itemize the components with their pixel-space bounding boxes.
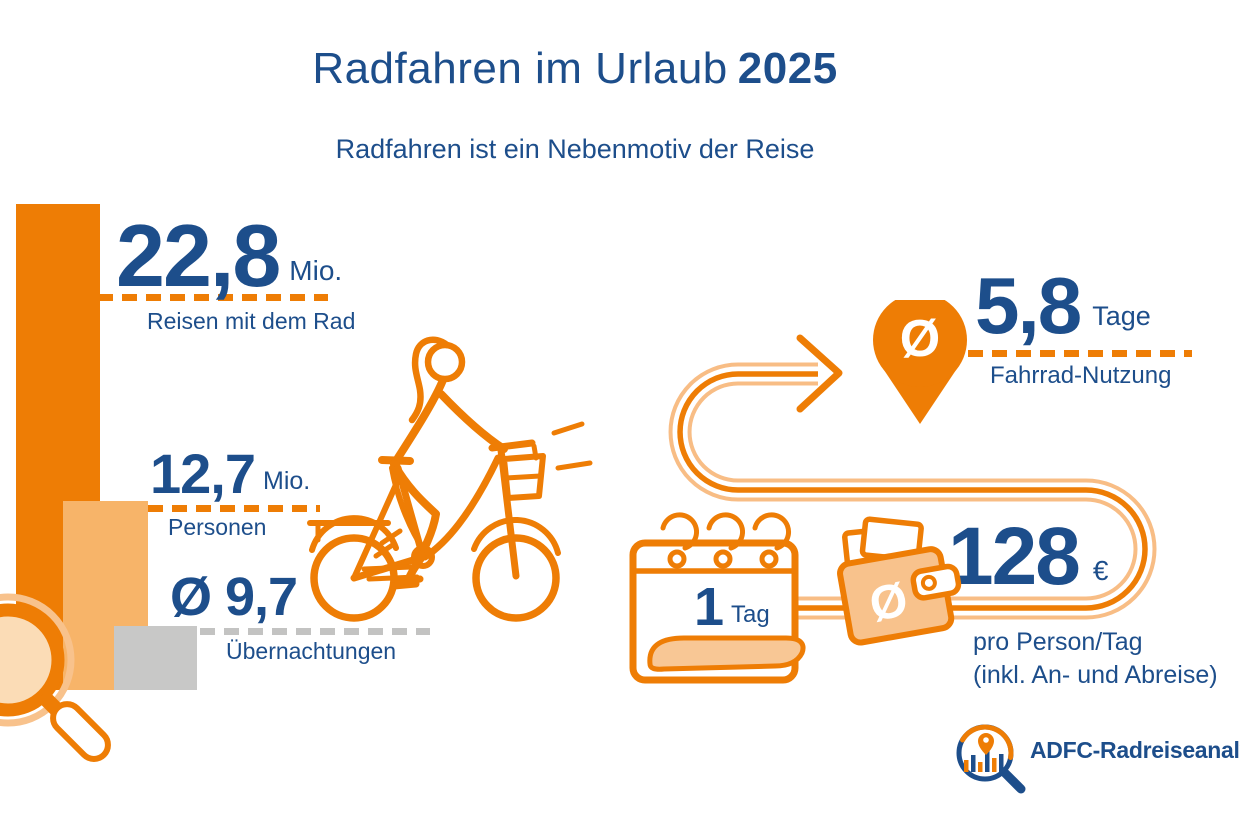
stat-kosten-unit: € (1092, 555, 1109, 586)
stat-reisen-value: 22,8 Mio. (116, 206, 343, 305)
magnifier-icon (0, 593, 111, 762)
calendar-icon (629, 512, 806, 684)
stat-personen-label: Personen (168, 514, 267, 540)
logo-magnifier-icon (956, 724, 1026, 794)
cyclist-icon (307, 336, 593, 622)
stat-personen-value: 12,7 Mio. (150, 442, 311, 505)
wallet-icon: Ø (837, 516, 962, 646)
stat-fahrradnutzung-label: Fahrrad-Nutzung (990, 362, 1172, 389)
average-symbol: Ø (900, 310, 940, 368)
route-path-icon: Ø (668, 300, 1157, 620)
title-year: 2025 (737, 44, 838, 93)
stat-tag-unit: Tag (731, 601, 770, 628)
stat-kosten-label-line1: pro Person/Tag (973, 628, 1143, 656)
stat-kosten-value: 128 € (948, 511, 1109, 602)
subtitle: Radfahren ist ein Nebenmotiv der Reise (335, 134, 815, 164)
stat-kosten-label: pro Person/Tag (inkl. An- und Abreise) (973, 626, 1218, 691)
stat-reisen-unit: Mio. (289, 255, 343, 286)
stat-fahrradnutzung-value: 5,8 Tage (975, 261, 1151, 350)
stat-fahrradnutzung-unit: Tage (1092, 301, 1151, 331)
dashed-rule-uebernachtungen (200, 628, 430, 635)
dashed-rule-reisen (98, 294, 328, 301)
stat-uebernachtungen-value: Ø 9,7 (170, 567, 298, 627)
stat-uebernachtungen-label: Übernachtungen (226, 638, 397, 664)
header: Radfahren im Urlaub 2025 Radfahren ist ei… (0, 44, 1150, 165)
dashed-rule-fahrradnutzung (968, 350, 1192, 357)
logo-wordmark: ADFC-Radreiseanalyse (1030, 737, 1240, 763)
title-text: Radfahren im Urlaub (312, 44, 728, 93)
stat-kosten-label-line2: (inkl. An- und Abreise) (973, 660, 1218, 689)
dashed-rule-personen (148, 505, 320, 512)
average-symbol: Ø (866, 573, 912, 632)
stat-tag-value: 1 Tag (694, 577, 770, 637)
bar-uebernachtungen (114, 626, 197, 690)
location-pin-icon: Ø (873, 300, 967, 424)
stat-personen-unit: Mio. (263, 467, 311, 495)
page-title: Radfahren im Urlaub 2025 (0, 44, 1150, 94)
arrow-icon (796, 334, 843, 413)
stat-reisen-label: Reisen mit dem Rad (147, 308, 356, 334)
